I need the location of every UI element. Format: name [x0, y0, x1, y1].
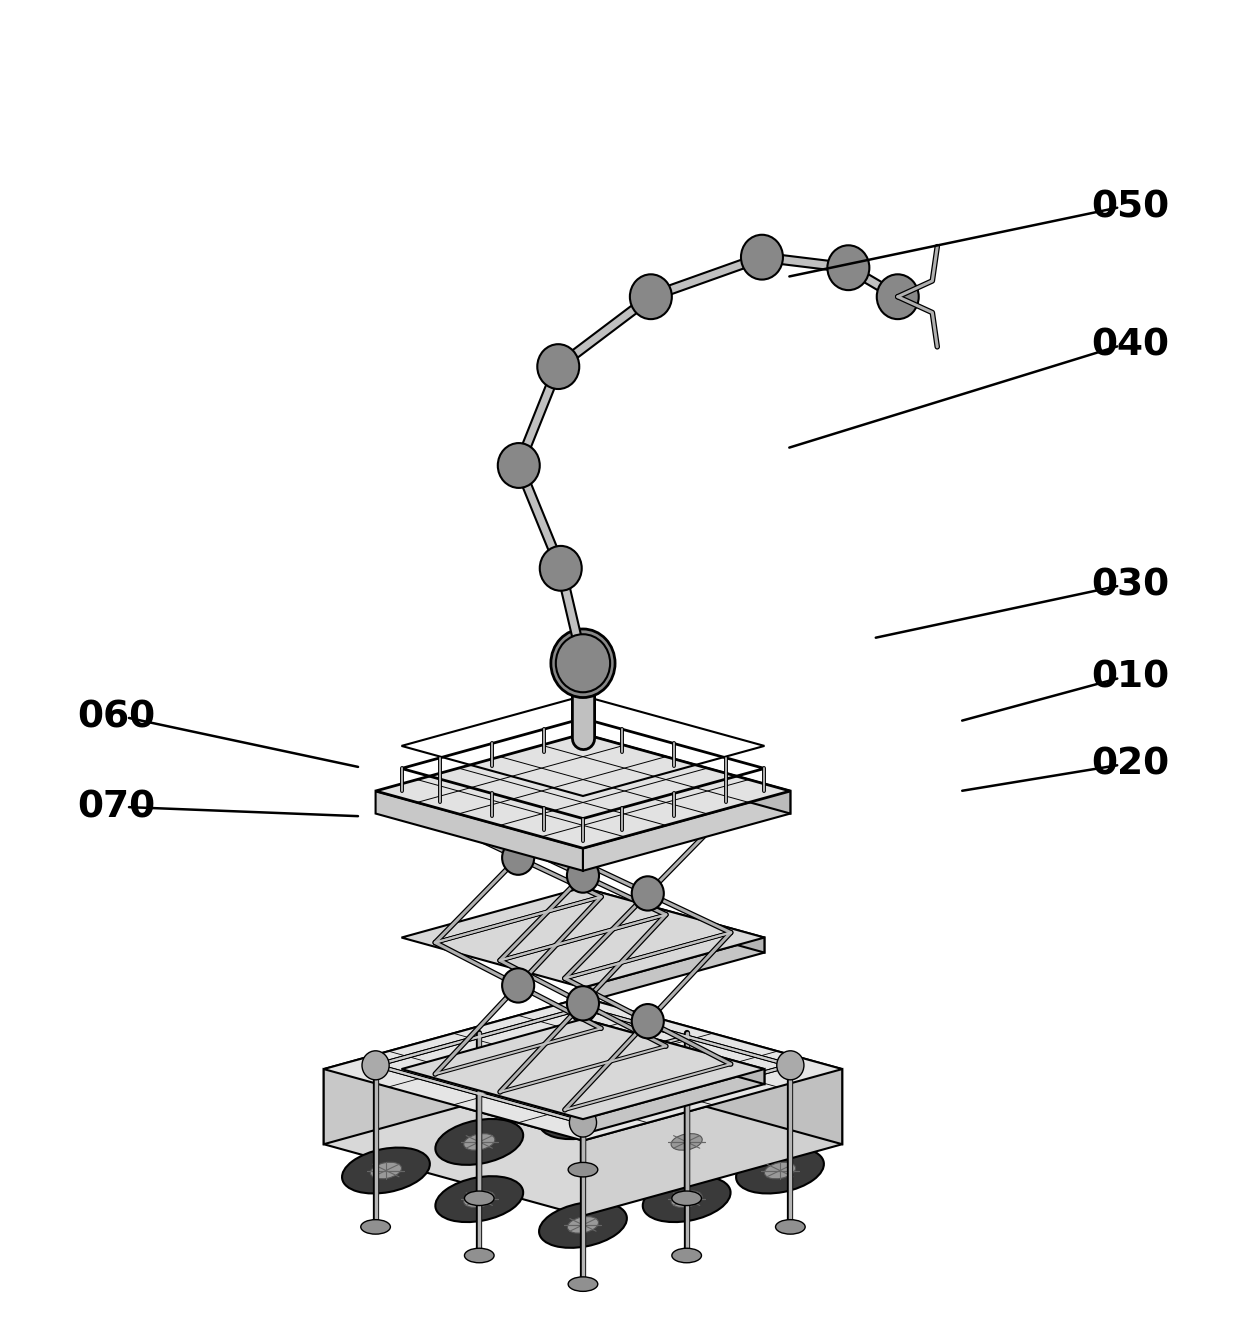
Ellipse shape	[342, 1148, 430, 1193]
Polygon shape	[376, 790, 583, 871]
Circle shape	[569, 1108, 596, 1137]
Ellipse shape	[764, 1162, 796, 1178]
Ellipse shape	[568, 1217, 599, 1233]
Polygon shape	[583, 887, 764, 952]
Ellipse shape	[539, 1202, 627, 1247]
Circle shape	[567, 986, 599, 1021]
Ellipse shape	[671, 1190, 702, 1207]
Ellipse shape	[671, 1133, 702, 1151]
Circle shape	[877, 274, 919, 319]
Polygon shape	[324, 997, 842, 1140]
Ellipse shape	[568, 1276, 598, 1291]
Circle shape	[742, 234, 782, 279]
Polygon shape	[324, 997, 583, 1144]
Circle shape	[502, 841, 534, 875]
Polygon shape	[583, 1019, 764, 1084]
Circle shape	[556, 634, 610, 692]
Text: 070: 070	[77, 789, 155, 825]
Circle shape	[567, 858, 599, 892]
Ellipse shape	[435, 1176, 523, 1222]
Circle shape	[497, 444, 539, 489]
Ellipse shape	[672, 1249, 702, 1263]
Ellipse shape	[435, 1119, 523, 1165]
Ellipse shape	[775, 1219, 805, 1234]
Circle shape	[630, 274, 672, 319]
Polygon shape	[583, 1068, 842, 1215]
Polygon shape	[583, 1068, 764, 1135]
Ellipse shape	[568, 1108, 599, 1124]
Circle shape	[551, 629, 615, 698]
Circle shape	[362, 1051, 389, 1080]
Text: 040: 040	[1091, 327, 1169, 364]
Polygon shape	[583, 937, 764, 1002]
Polygon shape	[376, 733, 790, 849]
Ellipse shape	[672, 1192, 702, 1206]
Polygon shape	[402, 887, 764, 988]
Circle shape	[631, 1004, 663, 1038]
Circle shape	[827, 245, 869, 290]
Ellipse shape	[465, 1249, 494, 1263]
Polygon shape	[583, 997, 842, 1144]
Text: 050: 050	[1091, 189, 1169, 225]
Ellipse shape	[464, 1133, 495, 1151]
Ellipse shape	[642, 1176, 730, 1222]
Polygon shape	[583, 733, 790, 813]
Circle shape	[569, 993, 596, 1022]
Polygon shape	[583, 790, 790, 871]
Text: 060: 060	[77, 699, 155, 735]
Text: 030: 030	[1091, 568, 1169, 604]
Ellipse shape	[539, 1094, 627, 1139]
Ellipse shape	[568, 1162, 598, 1177]
Text: 020: 020	[1091, 747, 1169, 782]
Circle shape	[539, 545, 582, 591]
Circle shape	[776, 1051, 804, 1080]
Polygon shape	[324, 1068, 583, 1215]
Ellipse shape	[737, 1148, 823, 1193]
Circle shape	[502, 968, 534, 1002]
Ellipse shape	[642, 1119, 730, 1165]
Ellipse shape	[361, 1219, 391, 1234]
Ellipse shape	[371, 1162, 402, 1178]
Circle shape	[537, 344, 579, 389]
Polygon shape	[402, 1019, 764, 1119]
Text: 010: 010	[1091, 659, 1169, 696]
Ellipse shape	[464, 1190, 495, 1207]
Ellipse shape	[465, 1192, 494, 1206]
Circle shape	[631, 876, 663, 911]
